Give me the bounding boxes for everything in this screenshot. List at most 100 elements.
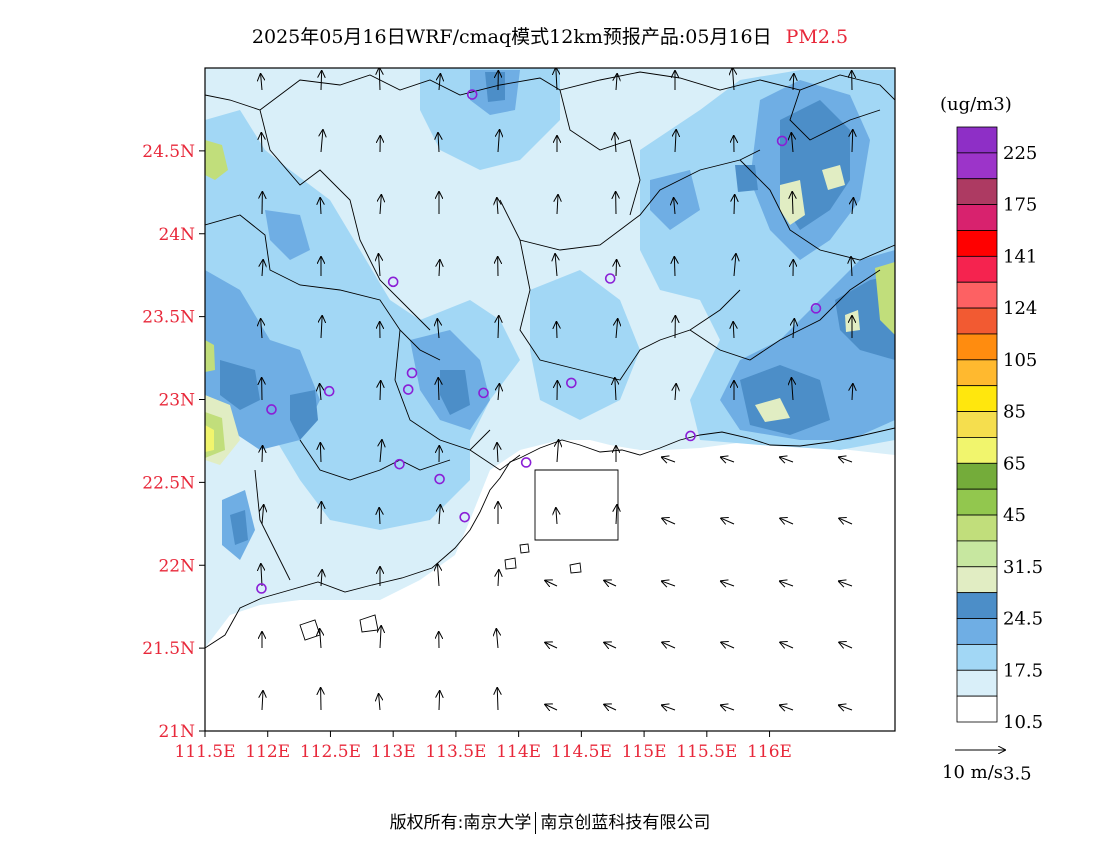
wind-arrow <box>734 254 736 277</box>
wind-arrow <box>261 133 262 153</box>
island-4 <box>519 543 530 554</box>
wind-arrow <box>839 518 853 524</box>
legend-swatch <box>956 437 998 464</box>
coastline <box>205 427 895 649</box>
station-marker <box>566 377 577 389</box>
color-legend: 225 175 141 124 105 85 65 45 31.5 24.5 17.5 10.5 3.5 <box>956 126 1043 785</box>
legend-label: 45 <box>1003 505 1026 526</box>
station-marker <box>266 404 277 415</box>
wind-arrow <box>498 570 499 587</box>
internal-8 <box>689 269 881 361</box>
wind-arrow <box>604 705 617 710</box>
legend-label: 10.5 <box>1003 712 1043 733</box>
legend-label: 3.5 <box>1003 764 1032 785</box>
field-dark-n <box>485 72 505 102</box>
internal-11 <box>469 449 521 471</box>
longitude-axis: 111.5E 112E 112.5E 113E 113.5E 114E 114.5E 115E… <box>174 731 792 762</box>
wind-arrow <box>792 192 793 215</box>
wind-arrow <box>439 74 440 91</box>
wind-arrow <box>497 443 498 463</box>
wind-arrow <box>616 260 617 277</box>
monitoring-stations <box>256 89 822 594</box>
wind-arrow <box>852 384 853 401</box>
internal-1 <box>259 109 431 331</box>
wind-arrow <box>793 319 794 339</box>
wind-arrow <box>662 642 676 648</box>
wind-arrow <box>261 74 262 91</box>
legend-swatch <box>956 566 998 594</box>
wind-arrow <box>437 564 439 587</box>
station-marker <box>466 89 478 100</box>
lon-tick-label: 115E <box>622 742 667 762</box>
wind-arrow <box>380 381 381 401</box>
legend-swatch <box>956 307 998 335</box>
wind-arrow <box>556 68 557 91</box>
wind-arrow <box>320 629 321 649</box>
wind-arrow <box>851 257 852 277</box>
field-green-ne2 <box>822 165 845 190</box>
legend-label: 105 <box>1003 350 1037 371</box>
field-green-e <box>755 398 790 422</box>
wind-arrow <box>662 581 676 586</box>
wind-arrow <box>721 581 735 586</box>
legend-swatch <box>956 669 998 697</box>
latitude-axis: 24.5N 24N 23.5N 23N 22.5N 22N 21.5N 21N <box>142 142 205 742</box>
lat-tick-label: 21.5N <box>142 639 195 659</box>
wind-arrow <box>556 508 557 525</box>
field-green-nw <box>205 140 228 180</box>
internal-10 <box>254 469 291 581</box>
wind-arrow <box>556 322 557 339</box>
wind-arrow <box>780 581 794 586</box>
boundary-lines <box>205 71 895 649</box>
island-5 <box>569 562 582 574</box>
internal-5 <box>394 329 491 451</box>
wind-arrow <box>498 316 499 339</box>
field-green-w3 <box>205 340 215 372</box>
wind-arrow <box>674 198 675 215</box>
field-dark-sw <box>230 510 248 545</box>
lat-tick-label: 24.5N <box>142 142 195 162</box>
lon-tick-label: 115.5E <box>676 742 737 762</box>
wind-arrow <box>732 68 734 91</box>
lon-tick-label: 113.5E <box>425 742 486 762</box>
station-marker <box>402 384 414 395</box>
field-blue-north <box>420 68 560 170</box>
legend-label: 24.5 <box>1003 609 1043 630</box>
wind-arrow <box>839 581 853 586</box>
station-marker <box>604 273 616 284</box>
field-dark-w <box>220 360 260 410</box>
legend-swatch <box>956 643 998 671</box>
wind-arrow <box>320 198 321 215</box>
station-marker <box>685 430 696 442</box>
station-marker <box>520 457 532 468</box>
legend-label: 175 <box>1003 195 1037 216</box>
wind-arrow <box>321 570 322 587</box>
station-marker <box>256 583 267 594</box>
legend-swatch <box>956 281 998 309</box>
wind-arrow <box>780 518 794 524</box>
wind-arrow <box>721 642 735 648</box>
wind-arrow <box>839 642 853 648</box>
wind-arrow <box>321 71 322 91</box>
footer-left: 版权所有:南京大学 <box>389 813 532 833</box>
wind-arrow <box>439 260 440 277</box>
internal-12 <box>789 89 881 141</box>
wind-arrow <box>439 691 440 711</box>
wind-arrow <box>438 378 439 401</box>
wind-arrow <box>320 384 321 401</box>
wind-arrow <box>839 705 853 710</box>
lon-tick-label: 111.5E <box>174 742 235 762</box>
station-marker <box>810 303 822 314</box>
wind-arrow <box>380 626 381 649</box>
wind-arrow <box>261 564 262 587</box>
wind-reference-label: 10 m/s <box>942 762 1003 783</box>
footer-right: 南京创蓝科技有限公司 <box>540 813 711 833</box>
wind-arrow <box>675 130 676 153</box>
field-dark-ne3 <box>735 165 758 192</box>
legend-label: 124 <box>1003 298 1037 319</box>
field-mid-w2 <box>265 210 310 260</box>
wind-arrow <box>497 198 498 215</box>
title-main: 2025年05月16日WRF/cmaq模式12km预报产品:05月16日 <box>251 26 772 48</box>
wind-arrow <box>380 195 381 215</box>
wind-arrow <box>852 198 853 215</box>
